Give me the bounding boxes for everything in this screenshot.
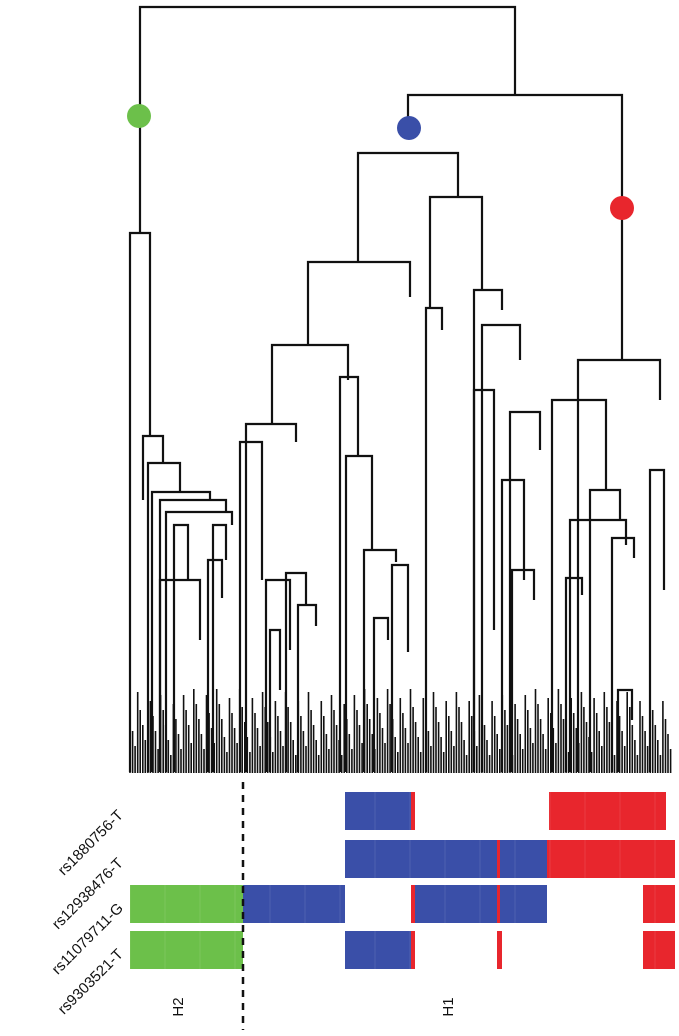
heatmap-cell — [547, 840, 675, 878]
tree-branch — [296, 603, 318, 772]
heatmap-cell — [411, 885, 415, 923]
tree-branch — [128, 231, 152, 772]
tree-branch — [568, 518, 628, 772]
tree-branch — [158, 578, 202, 772]
tree-branch — [338, 375, 360, 772]
tree-branch — [610, 536, 636, 772]
heatmap-cell — [497, 885, 500, 923]
allele-heatmap — [129, 792, 675, 969]
tree-branch — [150, 490, 212, 772]
tree-branch — [500, 478, 526, 772]
dendrogram-leaves — [129, 689, 672, 773]
tree-branch — [508, 410, 542, 772]
green-clade-marker — [127, 104, 151, 128]
heatmap-cell — [411, 931, 415, 969]
tree-branch — [428, 195, 484, 308]
blue-clade-marker — [397, 116, 421, 140]
heatmap-row-rs9303521-T — [129, 931, 675, 969]
tree-branch — [472, 288, 504, 772]
tree-branch — [172, 523, 190, 772]
heatmap-cell — [497, 931, 502, 969]
tree-branch — [616, 688, 634, 772]
heatmap-cell — [549, 792, 666, 830]
tree-branch — [264, 578, 292, 772]
tree-branch — [564, 576, 584, 772]
heatmap-cell — [130, 885, 243, 923]
tree-branch — [164, 510, 234, 772]
tree-branch — [244, 422, 298, 772]
heatmap-cell — [345, 931, 411, 969]
heatmap-cell — [643, 885, 675, 923]
red-clade-marker — [610, 196, 634, 220]
tree-branch — [480, 323, 522, 772]
tree-branch — [268, 628, 282, 772]
heatmap-row-rs12938476-T — [129, 840, 675, 878]
heatmap-cell — [130, 931, 243, 969]
tree-branch — [406, 93, 624, 208]
tree-branch — [344, 454, 374, 772]
tree-branch — [648, 468, 666, 772]
heatmap-row-rs1880756-T — [129, 792, 666, 830]
tree-branch — [138, 5, 517, 115]
tree-branch — [550, 398, 608, 772]
tree-branch — [141, 434, 165, 500]
heatmap-cell — [411, 792, 415, 830]
heatmap-cell — [415, 885, 547, 923]
tree-branch — [390, 563, 410, 772]
tree-branch — [306, 260, 412, 345]
tree-branch — [588, 488, 622, 772]
heatmap-cell — [497, 840, 500, 878]
heatmap-cell — [345, 840, 547, 878]
tree-branch — [372, 616, 390, 772]
tree-branch — [356, 151, 460, 262]
clade-markers — [127, 104, 634, 220]
heatmap-cell — [643, 931, 675, 969]
tree-branch — [510, 568, 536, 772]
tree-branch — [284, 571, 308, 772]
tree-branch — [206, 558, 224, 772]
tree-branch — [424, 306, 444, 772]
heatmap-row-rs11079711-G — [129, 885, 675, 923]
tree-branch — [270, 343, 350, 424]
heatmap-cell — [243, 885, 345, 923]
tree-branch — [362, 548, 398, 772]
dendrogram-tree — [128, 5, 666, 772]
haplotype-label-h1: H1 — [440, 997, 457, 1016]
snp-labels: rs1880756-Trs12938476-Trs11079711-Grs930… — [49, 807, 127, 1018]
heatmap-cell — [345, 792, 411, 830]
tree-branch — [238, 440, 264, 772]
tree-branch — [211, 523, 228, 772]
tree-branch — [146, 461, 182, 772]
haplotype-label-h2: H2 — [170, 997, 187, 1016]
tree-branch — [472, 388, 496, 772]
tree-branch — [576, 358, 662, 772]
